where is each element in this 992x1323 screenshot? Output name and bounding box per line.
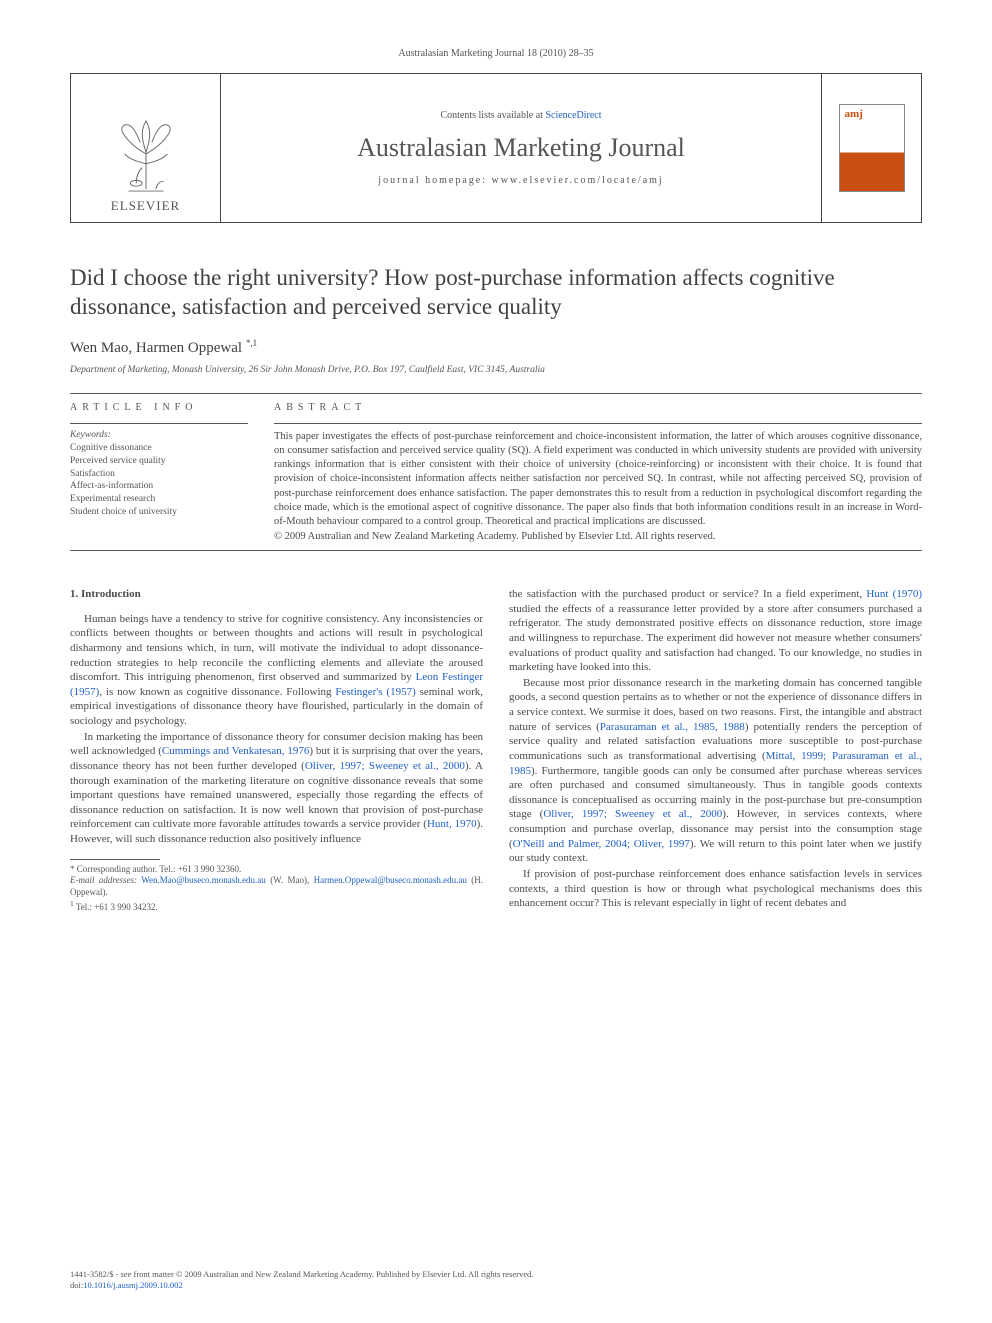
footnotes: * Corresponding author. Tel.: +61 3 990 … bbox=[70, 864, 483, 914]
journal-cover-icon: amj bbox=[839, 104, 905, 192]
doi-label: doi: bbox=[70, 1280, 83, 1290]
author-marks: *,1 bbox=[246, 338, 257, 348]
masthead: ELSEVIER Contents lists available at Sci… bbox=[70, 73, 922, 223]
citation-link[interactable]: Cummings and Venkatesan, 1976 bbox=[162, 745, 309, 757]
citation-link[interactable]: Oliver, 1997; Sweeney et al., 2000 bbox=[543, 808, 722, 820]
keywords-list: Cognitive dissonancePerceived service qu… bbox=[70, 442, 248, 519]
page-footer: 1441-3582/$ - see front matter © 2009 Au… bbox=[70, 1269, 922, 1291]
email-link[interactable]: Wen.Mao@buseco.monash.edu.au bbox=[141, 875, 266, 885]
publisher-name: ELSEVIER bbox=[111, 198, 180, 214]
body-paragraph: the satisfaction with the purchased prod… bbox=[509, 587, 922, 675]
authors-line: Wen Mao, Harmen Oppewal *,1 bbox=[70, 338, 922, 357]
email-label: E-mail addresses: bbox=[70, 875, 137, 885]
corresponding-author-note: * Corresponding author. Tel.: +61 3 990 … bbox=[70, 864, 483, 876]
citation-link[interactable]: Hunt, 1970 bbox=[427, 818, 477, 830]
divider bbox=[70, 393, 922, 394]
abstract-heading: ABSTRACT bbox=[274, 402, 922, 413]
article-title: Did I choose the right university? How p… bbox=[70, 263, 922, 322]
front-matter-line: 1441-3582/$ - see front matter © 2009 Au… bbox=[70, 1269, 922, 1280]
abstract-copyright: © 2009 Australian and New Zealand Market… bbox=[274, 531, 922, 542]
abstract-column: ABSTRACT This paper investigates the eff… bbox=[274, 402, 922, 542]
cover-shortname: amj bbox=[845, 108, 863, 120]
journal-homepage: journal homepage: www.elsevier.com/locat… bbox=[378, 175, 663, 186]
doi-link[interactable]: 10.1016/j.ausmj.2009.10.002 bbox=[83, 1280, 182, 1290]
citation-link[interactable]: Parasuraman et al., 1985, 1988 bbox=[600, 721, 745, 733]
email-line: E-mail addresses: Wen.Mao@buseco.monash.… bbox=[70, 875, 483, 898]
divider bbox=[70, 423, 248, 424]
footnote-separator bbox=[70, 859, 160, 860]
contents-available-line: Contents lists available at ScienceDirec… bbox=[440, 110, 601, 121]
body-paragraph: If provision of post-purchase reinforcem… bbox=[509, 867, 922, 911]
article-info-heading: ARTICLE INFO bbox=[70, 402, 248, 413]
article-info-column: ARTICLE INFO Keywords: Cognitive dissona… bbox=[70, 402, 248, 542]
email-link[interactable]: Harmen.Oppewal@buseco.monash.edu.au bbox=[314, 875, 467, 885]
running-head: Australasian Marketing Journal 18 (2010)… bbox=[70, 48, 922, 59]
body-paragraph: Because most prior dissonance research i… bbox=[509, 676, 922, 866]
journal-name: Australasian Marketing Journal bbox=[357, 133, 685, 163]
body-columns: 1. Introduction Human beings have a tend… bbox=[70, 587, 922, 913]
body-paragraph: Human beings have a tendency to strive f… bbox=[70, 612, 483, 729]
body-text: , is now known as cognitive dissonance. … bbox=[99, 686, 335, 698]
doi-line: doi:10.1016/j.ausmj.2009.10.002 bbox=[70, 1280, 922, 1291]
publisher-block: ELSEVIER bbox=[71, 74, 221, 222]
citation-link[interactable]: Oliver, 1997; Sweeney et al., 2000 bbox=[305, 760, 465, 772]
elsevier-tree-icon bbox=[106, 111, 186, 196]
divider bbox=[70, 550, 922, 551]
divider bbox=[274, 423, 922, 424]
citation-link[interactable]: Festinger's (1957) bbox=[335, 686, 415, 698]
body-text: studied the effects of a reassurance let… bbox=[509, 603, 922, 674]
affiliation: Department of Marketing, Monash Universi… bbox=[70, 365, 922, 375]
abstract-text: This paper investigates the effects of p… bbox=[274, 430, 922, 529]
citation-link[interactable]: O'Neill and Palmer, 2004; Oliver, 1997 bbox=[513, 838, 690, 850]
tel-note: 1 Tel.: +61 3 990 34232. bbox=[70, 899, 483, 914]
citation-link[interactable]: Hunt (1970) bbox=[866, 588, 922, 600]
sciencedirect-link[interactable]: ScienceDirect bbox=[545, 110, 601, 121]
section-heading: 1. Introduction bbox=[70, 587, 483, 602]
body-text: If provision of post-purchase reinforcem… bbox=[509, 868, 922, 909]
cover-thumbnail-block: amj bbox=[821, 74, 921, 222]
body-paragraph: In marketing the importance of dissonanc… bbox=[70, 730, 483, 847]
email-owner: (W. Mao), bbox=[266, 875, 314, 885]
author-names: Wen Mao, Harmen Oppewal bbox=[70, 340, 242, 356]
keywords-heading: Keywords: bbox=[70, 430, 248, 440]
tel-text: Tel.: +61 3 990 34232. bbox=[76, 902, 158, 912]
body-text: the satisfaction with the purchased prod… bbox=[509, 588, 866, 600]
footnote-mark: 1 bbox=[70, 899, 74, 908]
contents-prefix: Contents lists available at bbox=[440, 110, 545, 121]
masthead-center: Contents lists available at ScienceDirec… bbox=[221, 74, 821, 222]
